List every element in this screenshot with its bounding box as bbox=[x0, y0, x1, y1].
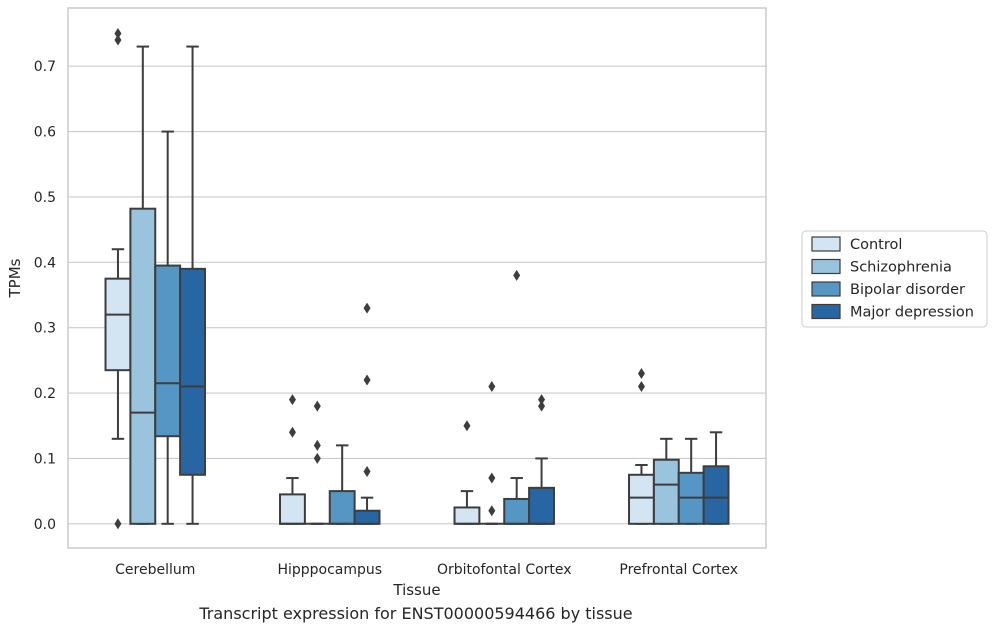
legend-label: Control bbox=[850, 237, 902, 253]
box-group bbox=[353, 302, 381, 525]
legend-label: Major depression bbox=[850, 305, 974, 321]
legend-swatch bbox=[811, 303, 841, 320]
y-tick-label: 0.4 bbox=[34, 255, 56, 271]
box-group bbox=[628, 367, 655, 525]
outlier-point bbox=[637, 367, 645, 379]
outlier-point bbox=[313, 452, 321, 464]
box-group bbox=[279, 394, 306, 525]
legend-label: Bipolar disorder bbox=[850, 282, 965, 298]
box-group bbox=[129, 45, 157, 525]
box bbox=[279, 493, 306, 525]
outlier-point bbox=[488, 472, 496, 484]
box bbox=[328, 490, 356, 525]
box bbox=[353, 509, 381, 525]
y-tick-label: 0.5 bbox=[34, 190, 56, 206]
outlier-point bbox=[363, 466, 371, 478]
y-tick-label: 0.7 bbox=[34, 59, 56, 75]
box-group bbox=[453, 420, 481, 525]
box bbox=[652, 458, 680, 525]
box bbox=[453, 506, 481, 525]
boxplot-chart: 0.0 0.1 0.2 0.3 0.4 0.5 0.6 0.7 Cerebellum Hippp… bbox=[6, 7, 988, 599]
outlier-point bbox=[637, 381, 645, 393]
x-tick-label: Orbitofontal Cortex bbox=[437, 562, 572, 578]
outlier-point bbox=[538, 400, 546, 412]
x-tick-label: Cerebellum bbox=[115, 562, 195, 578]
box-group bbox=[528, 394, 555, 525]
outlier-point bbox=[488, 505, 496, 517]
plot-frame bbox=[67, 7, 767, 549]
outlier-point bbox=[288, 426, 296, 438]
box-group bbox=[104, 27, 132, 530]
box-group bbox=[702, 431, 730, 525]
y-axis-label: TPMs bbox=[6, 258, 24, 298]
outlier-point bbox=[114, 34, 122, 46]
box bbox=[702, 465, 730, 525]
outlier-point bbox=[288, 394, 296, 406]
legend-swatch bbox=[811, 258, 841, 275]
figure-caption: Transcript expression for ENST0000059446… bbox=[199, 604, 633, 623]
outlier-point bbox=[463, 420, 471, 432]
box-group bbox=[179, 45, 206, 525]
outlier-point bbox=[363, 302, 371, 314]
outlier-point bbox=[513, 269, 521, 281]
y-tick-labels: 0.0 0.1 0.2 0.3 0.4 0.5 0.6 0.7 bbox=[34, 59, 56, 533]
legend-frame bbox=[801, 230, 988, 328]
box bbox=[528, 486, 555, 525]
box bbox=[628, 473, 655, 525]
outlier-point bbox=[363, 374, 371, 386]
y-tick-label: 0.1 bbox=[34, 451, 56, 467]
x-tick-labels: Cerebellum Hipppocampus Orbitofontal Corte… bbox=[115, 562, 738, 578]
box-group bbox=[154, 130, 182, 525]
x-axis-label: Tissue bbox=[392, 581, 440, 599]
box bbox=[154, 264, 182, 438]
outlier-point bbox=[114, 27, 122, 39]
legend-label: Schizophrenia bbox=[850, 260, 952, 276]
outlier-point bbox=[313, 400, 321, 412]
y-tick-label: 0.0 bbox=[34, 517, 56, 533]
box bbox=[179, 267, 206, 476]
x-tick-label: Prefrontal Cortex bbox=[619, 562, 738, 578]
outlier-point bbox=[114, 518, 122, 530]
box-group bbox=[304, 400, 330, 525]
box-group bbox=[503, 269, 531, 525]
box bbox=[104, 277, 132, 372]
outlier-point bbox=[538, 394, 546, 406]
outlier-point bbox=[488, 381, 496, 393]
box-group bbox=[479, 381, 505, 525]
y-tick-label: 0.3 bbox=[34, 321, 56, 337]
boxes bbox=[104, 27, 730, 530]
legend-swatch bbox=[811, 236, 841, 252]
box bbox=[503, 497, 531, 525]
y-tick-label: 0.2 bbox=[34, 386, 56, 402]
x-tick-label: Hipppocampus bbox=[277, 562, 382, 578]
box-group bbox=[328, 444, 356, 525]
y-tick-label: 0.6 bbox=[34, 125, 56, 141]
legend-swatch bbox=[811, 281, 841, 297]
box-group bbox=[652, 437, 680, 525]
box-group bbox=[677, 437, 705, 525]
box bbox=[129, 207, 157, 525]
legend: Control Schizophrenia Bipolar disorder Majo… bbox=[801, 230, 988, 328]
outlier-point bbox=[313, 439, 321, 451]
